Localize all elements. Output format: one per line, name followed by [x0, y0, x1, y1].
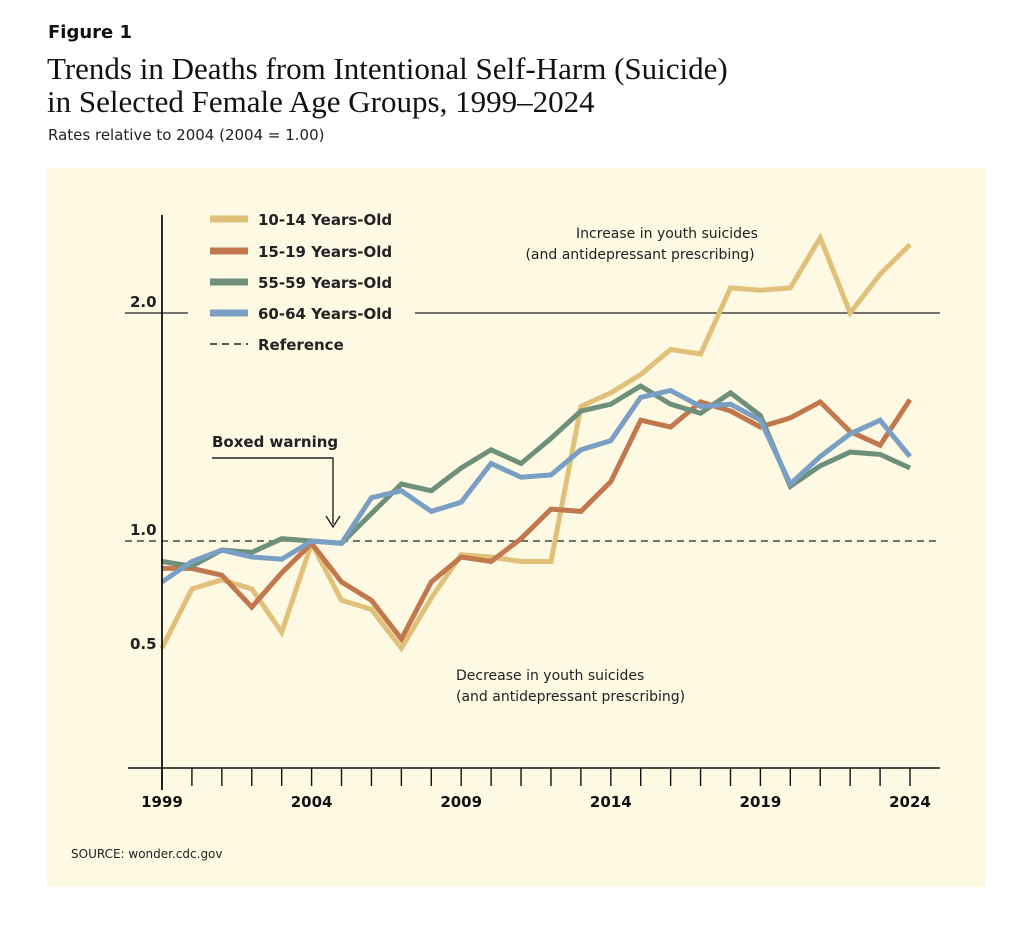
legend-label: 60-64 Years-Old: [258, 305, 392, 323]
source-note: SOURCE: wonder.cdc.gov: [71, 847, 223, 861]
annotation-arrow-head: [325, 515, 341, 529]
annotation-decrease-line1: Decrease in youth suicides: [456, 668, 644, 684]
chart-title: Trends in Deaths from Intentional Self-H…: [47, 52, 947, 118]
annotation-increase-line2: (and antidepressant prescribing): [525, 247, 754, 263]
series-line-60-64: [160, 387, 912, 585]
annotation-decrease-line2: (and antidepressant prescribing): [456, 689, 685, 705]
x-tick-label: 2019: [740, 793, 782, 811]
legend-label: 15-19 Years-Old: [258, 243, 392, 261]
series-line-15-19: [162, 398, 913, 644]
y-tick-label: 2.0: [130, 293, 157, 311]
chart-title-line-1: Trends in Deaths from Intentional Self-H…: [47, 51, 728, 86]
x-tick-label: 2024: [889, 793, 931, 811]
y-tick-label: 1.0: [130, 521, 157, 539]
x-tick-label: 2004: [291, 793, 333, 811]
annotation-leader-line: [212, 457, 334, 524]
x-tick-label: 1999: [141, 793, 183, 811]
chart-title-line-2: in Selected Female Age Groups, 1999–2024: [47, 84, 595, 119]
x-tick-label: 2009: [440, 793, 482, 811]
chart-subtitle: Rates relative to 2004 (2004 = 1.00): [48, 126, 325, 144]
legend-label: 55-59 Years-Old: [258, 274, 392, 292]
annotation-boxed-warning: Boxed warning: [212, 433, 338, 451]
annotation-increase-line1: Increase in youth suicides: [576, 226, 758, 242]
series-line-10-14: [159, 232, 912, 653]
figure-label: Figure 1: [48, 22, 133, 43]
legend-label: 10-14 Years-Old: [258, 211, 392, 229]
y-tick-label: 0.5: [130, 635, 157, 653]
x-tick-label: 2014: [590, 793, 632, 811]
legend-label: Reference: [258, 336, 344, 354]
chart-panel: [47, 168, 986, 887]
